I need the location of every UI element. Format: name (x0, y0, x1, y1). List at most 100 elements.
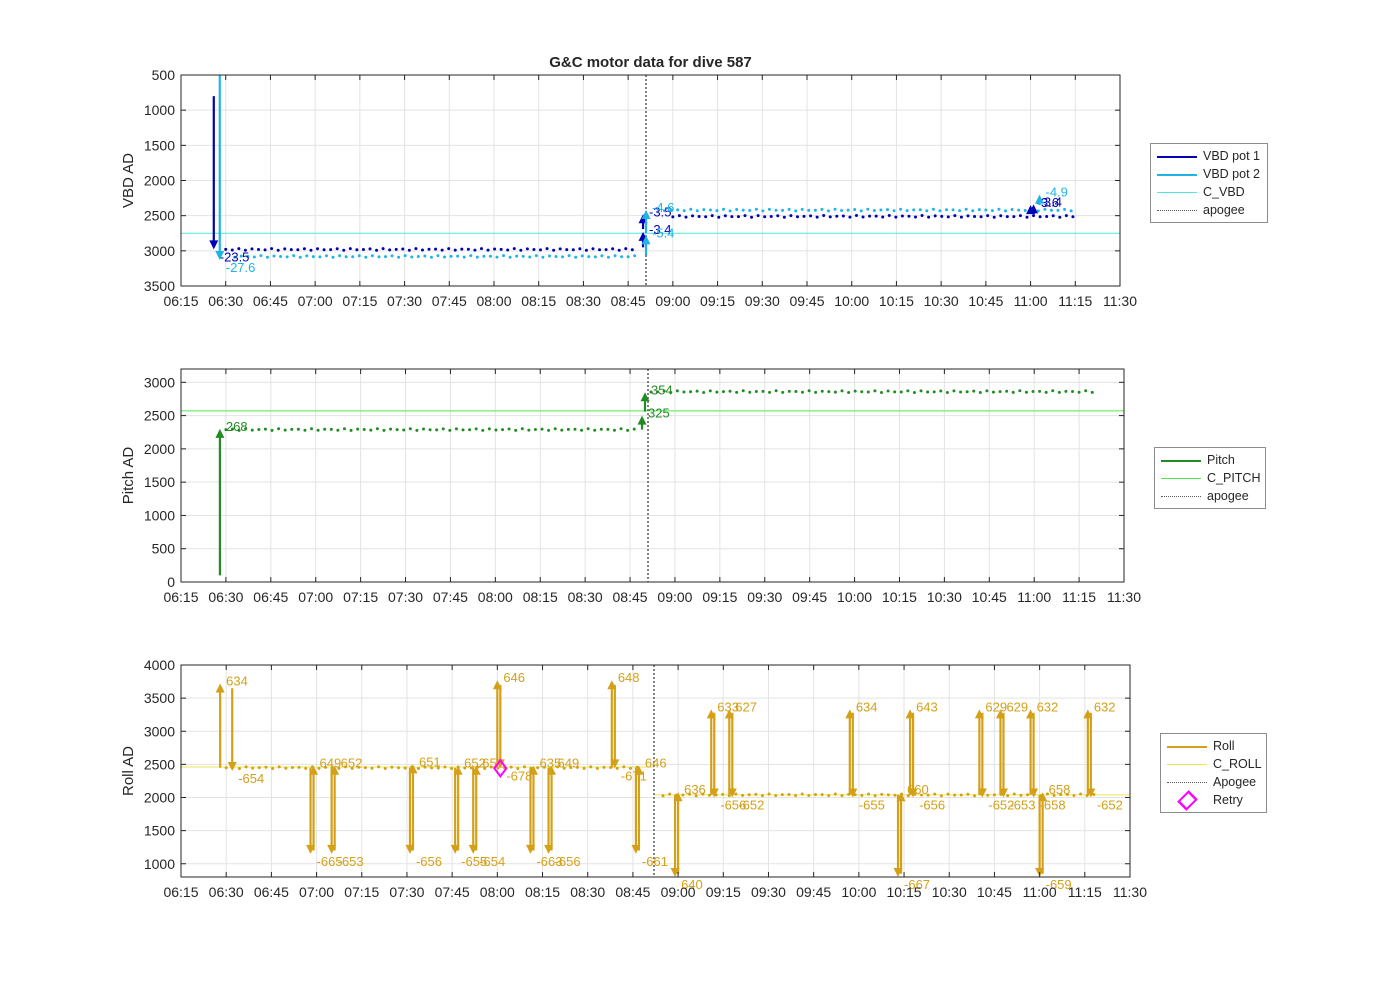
data-point (626, 428, 630, 432)
x-tick-label: 11:15 (1068, 884, 1102, 900)
data-point (317, 766, 321, 770)
data-point (483, 767, 487, 771)
data-point (827, 390, 831, 394)
data-point (885, 208, 889, 212)
data-point (787, 389, 791, 393)
data-point (311, 255, 315, 259)
data-point (918, 208, 922, 212)
data-point (489, 765, 493, 769)
data-point (708, 208, 712, 212)
data-point (1084, 389, 1088, 393)
data-point (516, 767, 520, 771)
x-tick-label: 09:00 (655, 293, 690, 309)
y-tick-label: 1000 (144, 856, 175, 872)
data-point (290, 766, 294, 770)
data-point (580, 254, 584, 258)
arrow-label: 646 (503, 670, 525, 685)
data-point (302, 247, 306, 251)
data-point (479, 247, 483, 251)
arrow-head (727, 788, 737, 798)
arrow-label: 640 (681, 877, 703, 892)
x-tick-label: 06:15 (163, 589, 198, 605)
data-point (927, 215, 931, 219)
data-point (357, 254, 361, 258)
data-point (473, 248, 477, 252)
data-point (532, 247, 536, 251)
x-tick-label: 09:45 (789, 293, 824, 309)
data-point (741, 793, 745, 797)
x-tick-label: 10:00 (841, 884, 876, 900)
data-point (973, 794, 977, 798)
data-point (375, 248, 379, 252)
data-point (573, 427, 577, 431)
data-point (782, 215, 786, 219)
data-point (595, 766, 599, 770)
data-point (997, 207, 1001, 211)
data-point (861, 215, 865, 219)
data-point (1011, 390, 1015, 394)
data-point (959, 793, 963, 797)
y-tick-label: 2000 (144, 173, 175, 189)
data-point (522, 765, 526, 769)
data-point (873, 794, 877, 798)
data-point (708, 389, 712, 393)
data-point (368, 247, 372, 251)
data-point (612, 428, 616, 432)
data-point (1005, 389, 1009, 393)
data-point (807, 208, 811, 212)
y-tick-label: 4000 (144, 657, 175, 673)
data-point (567, 254, 571, 258)
data-point (727, 794, 731, 798)
data-point (587, 255, 591, 259)
arrow-label: 649 (558, 756, 580, 771)
legend-entry: Retry (1165, 790, 1262, 811)
arrow-head (309, 765, 319, 775)
x-tick-label: 07:00 (298, 589, 333, 605)
arrow-head (528, 765, 538, 775)
data-point (682, 209, 686, 213)
data-point (257, 247, 261, 251)
legend-label: Apogee (1213, 775, 1257, 789)
y-axis-label: VBD AD (120, 153, 137, 208)
data-point (633, 254, 637, 258)
data-point (736, 215, 740, 219)
data-point (427, 247, 431, 251)
data-point (230, 248, 234, 252)
data-point (420, 248, 424, 252)
data-point (1065, 793, 1069, 797)
data-point (691, 214, 695, 218)
x-tick-label: 11:00 (1014, 293, 1048, 309)
data-point (251, 766, 255, 770)
data-point (370, 766, 374, 770)
arrow-label: 632 (1094, 699, 1116, 714)
data-point (362, 427, 366, 431)
data-point (986, 214, 990, 218)
x-tick-label: 08:00 (480, 884, 515, 900)
x-tick-label: 10:30 (927, 589, 962, 605)
data-point (682, 390, 686, 394)
data-point (800, 207, 804, 211)
legend-entry: C_PITCH (1159, 469, 1261, 487)
data-point (408, 427, 412, 431)
data-point (552, 248, 556, 252)
legend-swatch (1155, 167, 1199, 181)
x-tick-label: 09:15 (702, 589, 737, 605)
data-point (694, 794, 698, 798)
data-point (377, 765, 381, 769)
data-point (873, 389, 877, 393)
data-point (443, 765, 447, 769)
data-point (443, 255, 447, 259)
data-point (566, 427, 570, 431)
data-point (283, 247, 287, 251)
data-point (1024, 390, 1028, 394)
x-tick-label: 11:30 (1103, 293, 1137, 309)
data-point (244, 765, 248, 769)
plot-area (181, 369, 1124, 582)
data-point (322, 248, 326, 252)
data-point (630, 248, 634, 252)
x-tick-label: 11:15 (1058, 293, 1092, 309)
data-point (1071, 215, 1075, 219)
legend-swatch (1165, 739, 1209, 753)
data-point (509, 765, 513, 769)
data-point (224, 247, 228, 251)
